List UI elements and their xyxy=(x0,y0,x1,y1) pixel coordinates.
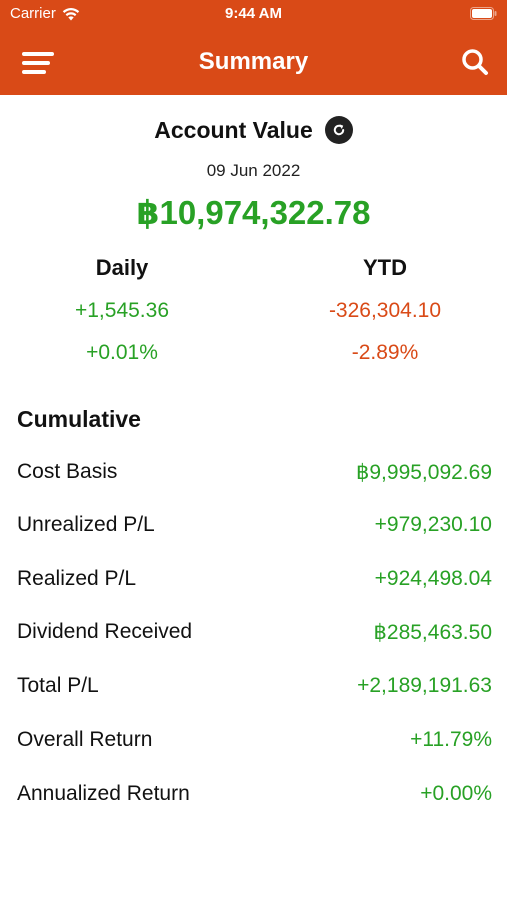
account-date: 09 Jun 2022 xyxy=(206,161,301,180)
ytd-label: YTD xyxy=(363,255,407,280)
search-icon[interactable] xyxy=(461,48,489,76)
row-label: Annualized Return xyxy=(17,782,190,805)
row-value: +2,189,191.63 xyxy=(357,674,492,697)
page-title: Summary xyxy=(198,48,309,75)
unrealized-pl-row: Unrealized P/L +979,230.10 xyxy=(17,510,492,540)
row-value: +924,498.04 xyxy=(374,567,492,590)
cumulative-section-title: Cumulative xyxy=(17,406,141,432)
total-pl-row: Total P/L +2,189,191.63 xyxy=(17,671,492,701)
row-value: +11.79% xyxy=(410,728,492,751)
row-label: Total P/L xyxy=(17,674,99,697)
battery-icon xyxy=(470,7,497,20)
nav-bar: Summary xyxy=(0,36,507,88)
account-value-amount: ฿10,974,322.78 xyxy=(136,194,371,231)
carrier-indicator: Carrier xyxy=(10,5,80,22)
daily-label: Daily xyxy=(95,255,149,280)
row-label: Overall Return xyxy=(17,728,153,751)
ytd-amount: -326,304.10 xyxy=(328,299,442,322)
refresh-icon[interactable] xyxy=(324,116,353,144)
refresh-arrow-icon xyxy=(333,124,344,136)
row-value: ฿285,463.50 xyxy=(373,620,492,644)
row-label: Dividend Received xyxy=(17,620,193,643)
daily-amount: +1,545.36 xyxy=(74,299,169,322)
hamburger-menu-icon[interactable] xyxy=(22,52,54,74)
cost-basis-row: Cost Basis ฿9,995,092.69 xyxy=(17,457,492,487)
row-value: +979,230.10 xyxy=(374,513,492,536)
annualized-return-row: Annualized Return +0.00% xyxy=(17,779,492,809)
status-time: 9:44 AM xyxy=(225,5,282,22)
row-value: ฿9,995,092.69 xyxy=(356,460,492,484)
row-label: Unrealized P/L xyxy=(17,513,155,536)
account-value-title: Account Value xyxy=(154,116,313,143)
row-label: Cost Basis xyxy=(17,460,118,483)
row-label: Realized P/L xyxy=(17,567,137,590)
carrier-label: Carrier xyxy=(10,5,56,22)
ytd-percent: -2.89% xyxy=(351,341,419,364)
dividend-received-row: Dividend Received ฿285,463.50 xyxy=(17,617,492,647)
row-value: +0.00% xyxy=(420,782,492,805)
daily-percent: +0.01% xyxy=(86,341,158,364)
wifi-icon xyxy=(62,7,80,20)
status-bar: Carrier 9:44 AM xyxy=(0,0,507,30)
realized-pl-row: Realized P/L +924,498.04 xyxy=(17,564,492,594)
overall-return-row: Overall Return +11.79% xyxy=(17,725,492,755)
app-header: Carrier 9:44 AM Summary xyxy=(0,0,507,95)
account-value-header: Account Value xyxy=(0,116,507,144)
